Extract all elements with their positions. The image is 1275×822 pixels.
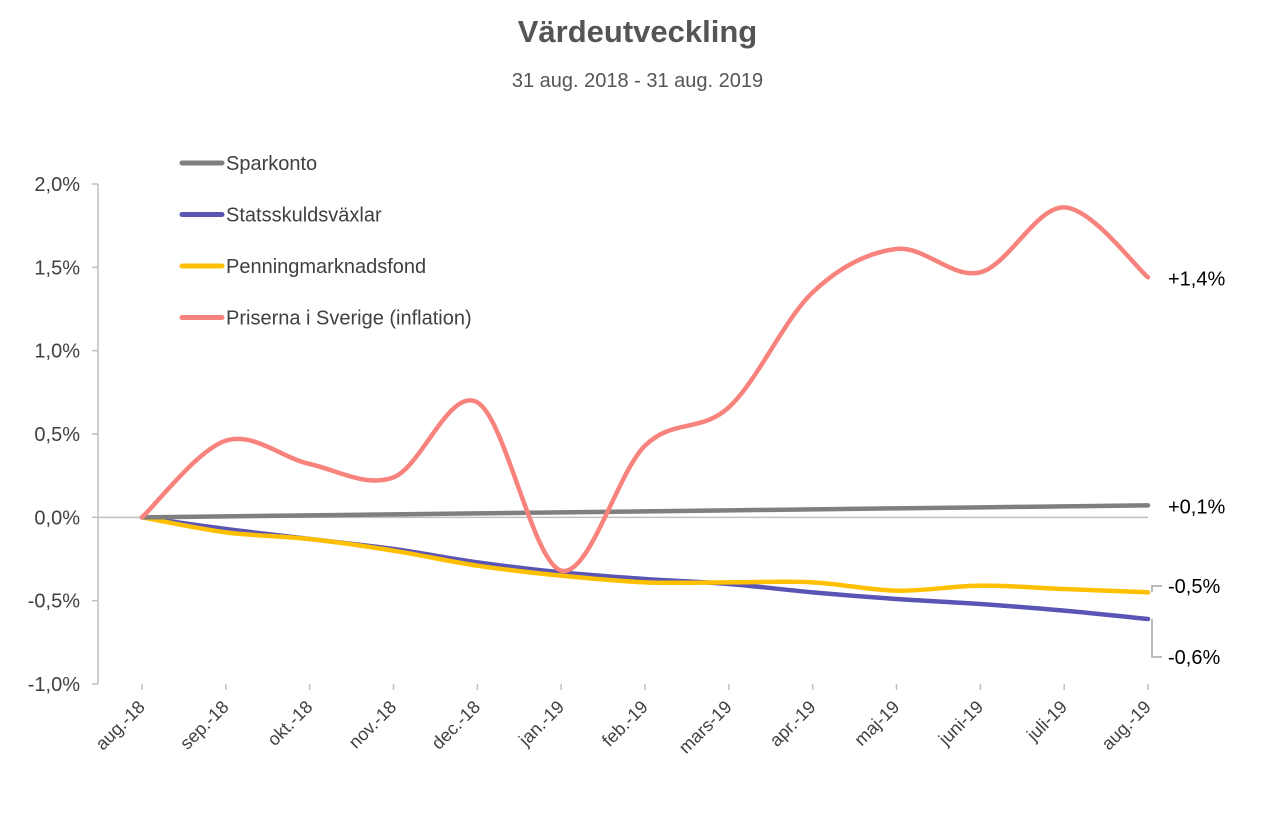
x-tick-label: feb.-19 (598, 697, 652, 751)
leader-line-penningmarknadsfond (1151, 585, 1162, 593)
y-tick-label: 1,5% (34, 257, 80, 279)
legend: Sparkonto Statsskuldsväxlar Penningmarknad… (179, 153, 472, 330)
x-tick-label: juli-19 (1022, 697, 1071, 746)
axes: 2,0% 1,5% 1,0% 0,5% 0,0% -0,5% -1,0% aug.-18 sep… (28, 174, 1155, 758)
series-line-2 (139, 515, 1151, 595)
legend-label-0: Sparkonto (226, 153, 317, 175)
series-lines (139, 205, 1151, 622)
x-tick-label: mars-19 (675, 697, 736, 758)
x-tick-label: sep.-18 (176, 697, 233, 754)
y-tick-label: 0,5% (34, 424, 80, 446)
series-line-0 (139, 503, 1151, 520)
x-tick-label: jan.-19 (514, 697, 568, 751)
y-tick-label: -0,5% (28, 591, 80, 613)
leader-line-statsskuldsvaxlar (1151, 619, 1162, 658)
legend-label-1: Statsskuldsväxlar (226, 205, 382, 227)
y-tick-label: 2,0% (34, 174, 80, 196)
legend-label-2: Penningmarknadsfond (226, 256, 426, 278)
x-tick-label: apr.-19 (766, 697, 820, 751)
x-tick-label: aug.-18 (92, 697, 149, 754)
y-tick-label: 0,0% (34, 507, 80, 529)
x-tick-label: nov.-18 (345, 697, 401, 753)
end-label-statsskuldsvaxlar: -0,6% (1168, 647, 1220, 669)
series-line-1 (139, 515, 1151, 622)
x-tick-label: juni-19 (934, 697, 987, 750)
x-tick-label: aug.-19 (1098, 697, 1155, 754)
x-tick-label: okt.-18 (263, 697, 316, 750)
end-label-sparkonto: +0,1% (1168, 496, 1225, 518)
x-tick-label: maj-19 (850, 697, 903, 750)
y-tick-label: 1,0% (34, 341, 80, 363)
end-labels: +1,4% +0,1% -0,5% -0,6% (1151, 268, 1225, 669)
legend-label-3: Priserna i Sverige (inflation) (226, 308, 472, 330)
y-tick-label: -1,0% (28, 674, 80, 696)
end-label-inflation: +1,4% (1168, 268, 1225, 290)
chart-subtitle: 31 aug. 2018 - 31 aug. 2019 (511, 70, 764, 92)
series-line-3 (139, 205, 1151, 573)
x-tick-label: dec.-18 (428, 697, 485, 754)
chart-title: Värdeutveckling (517, 14, 758, 49)
end-label-penningmarknadsfond: -0,5% (1168, 576, 1220, 598)
